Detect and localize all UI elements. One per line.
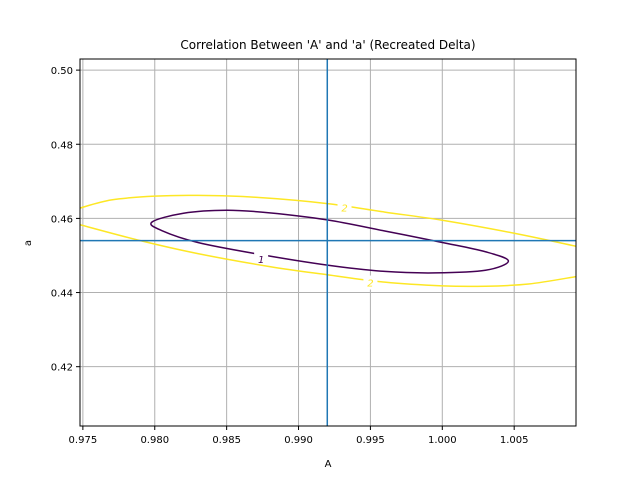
x-axis-label: A bbox=[325, 459, 332, 470]
contour-label-1: 1 bbox=[258, 255, 264, 266]
contour-label-2: 2 bbox=[367, 279, 373, 290]
y-tick-label: 0.48 bbox=[51, 140, 73, 151]
axes: 0.975 0.980 0.985 0.990 0.995 1.000 1.005 0.42 0… bbox=[51, 58, 577, 446]
x-tick-label: 1.005 bbox=[500, 435, 529, 446]
x-tick-label: 0.995 bbox=[356, 435, 385, 446]
contour-label-background bbox=[337, 200, 352, 215]
y-tick-label: 0.46 bbox=[51, 214, 73, 225]
y-tick-label: 0.44 bbox=[51, 289, 73, 300]
y-axis-label: a bbox=[23, 240, 34, 246]
y-tick-label: 0.42 bbox=[51, 363, 73, 374]
contour-label-background bbox=[254, 252, 269, 267]
contour-label-background bbox=[363, 275, 378, 290]
contour-line-level-1 bbox=[150, 209, 510, 274]
y-tick-label: 0.50 bbox=[51, 66, 73, 77]
x-tick-label: 1.000 bbox=[428, 435, 457, 446]
contour-line-level-2 bbox=[80, 194, 576, 247]
plot-area: 1 2 2 bbox=[80, 59, 576, 426]
x-tick-label: 0.975 bbox=[69, 435, 98, 446]
axes-frame bbox=[79, 58, 577, 427]
x-tick-label: 0.980 bbox=[140, 435, 169, 446]
contour-line-level-2-lower bbox=[80, 223, 576, 288]
x-tick-label: 0.990 bbox=[284, 435, 313, 446]
x-tick-label: 0.985 bbox=[212, 435, 241, 446]
contour-label-2: 2 bbox=[341, 203, 347, 214]
chart-title: Correlation Between 'A' and 'a' (Recreat… bbox=[180, 38, 475, 52]
